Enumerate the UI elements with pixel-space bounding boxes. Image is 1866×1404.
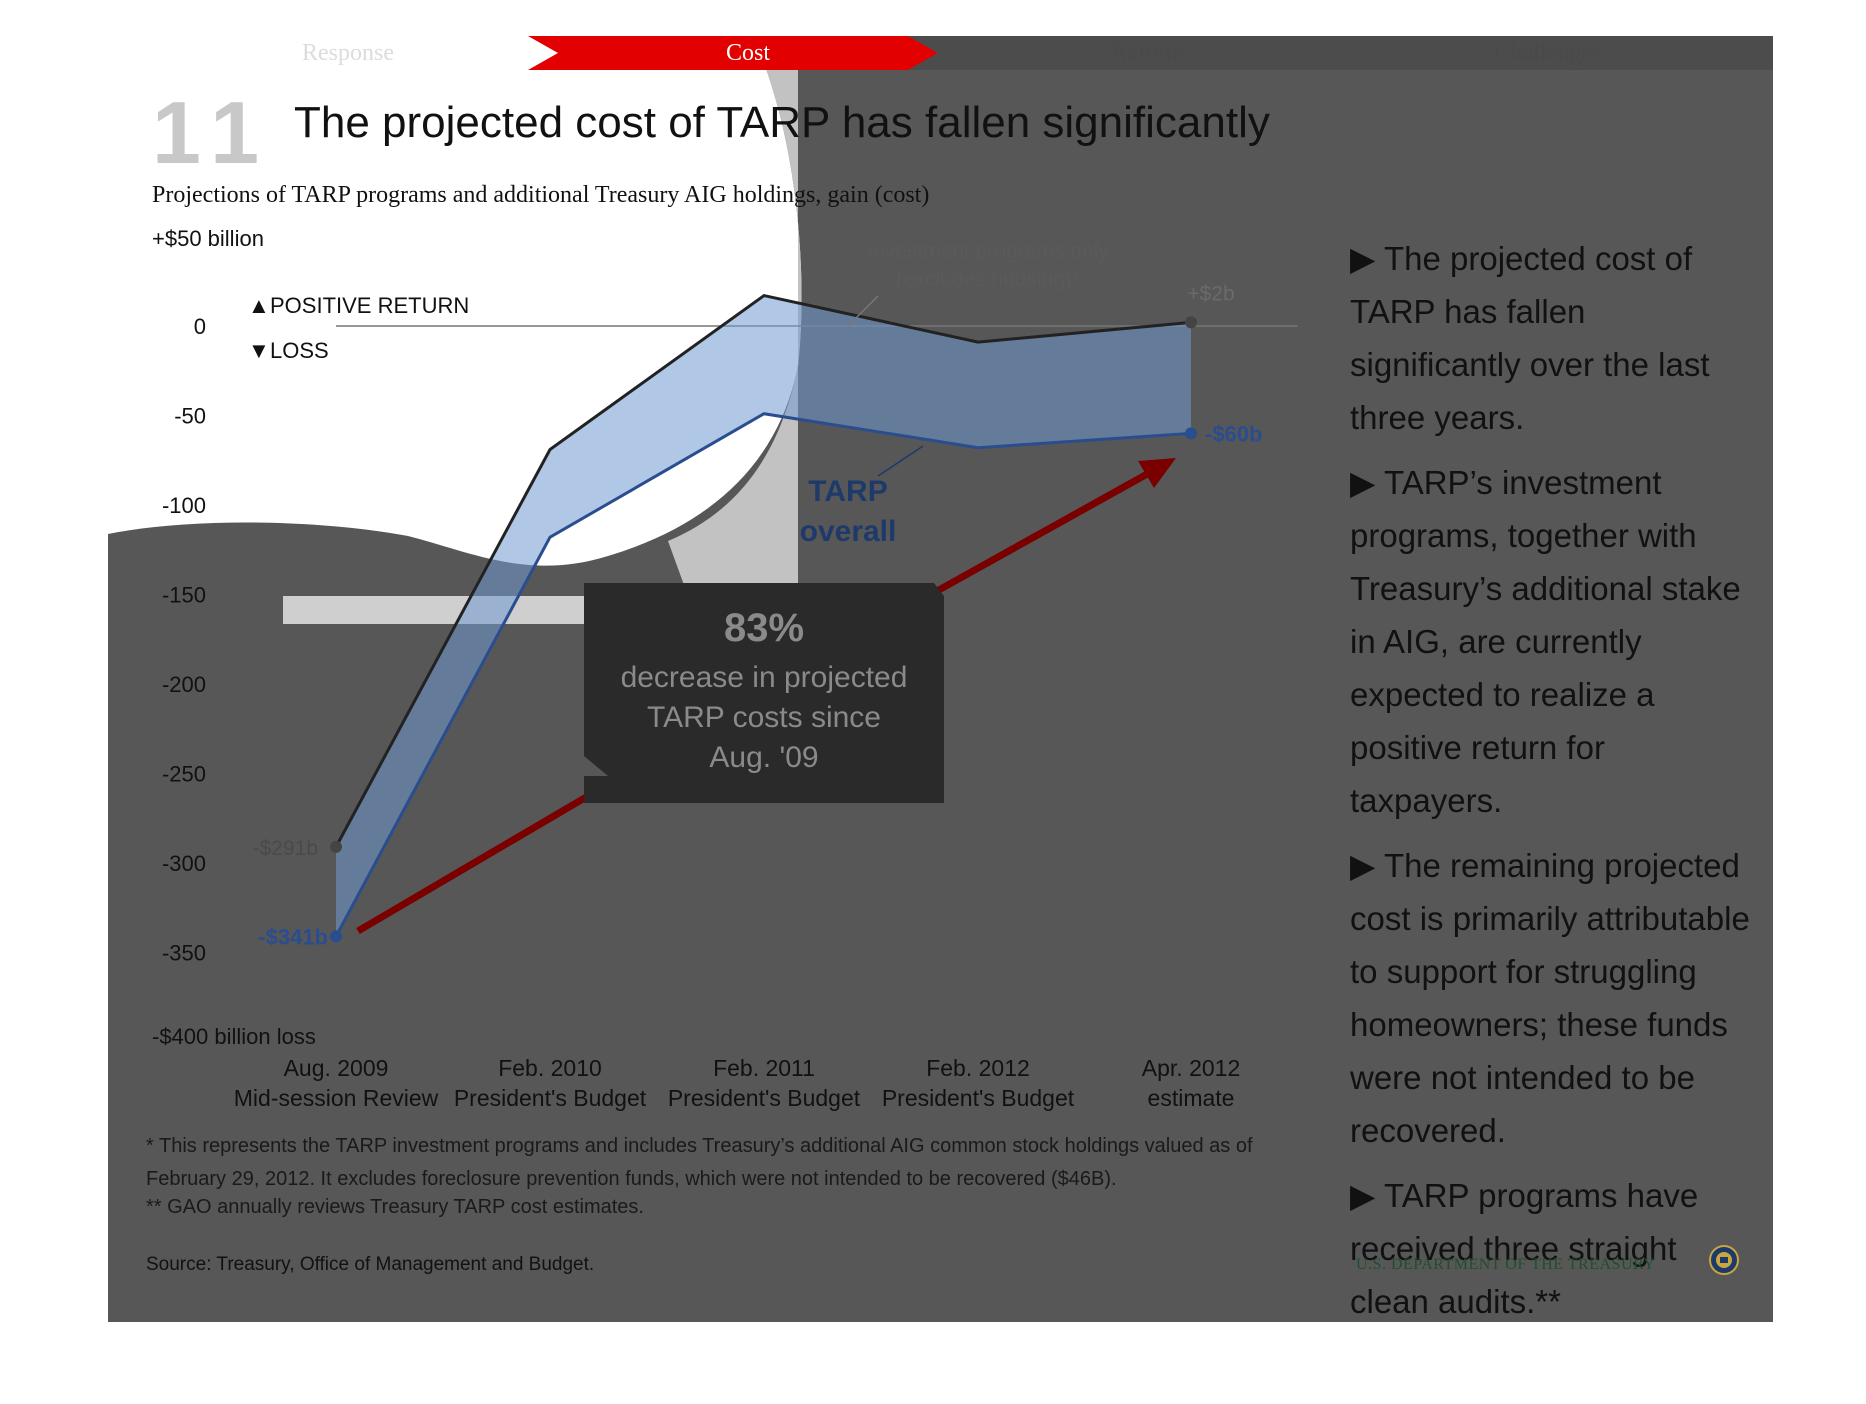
- nav-tab-reform[interactable]: Reform: [1111, 40, 1185, 66]
- loss-label: LOSS: [270, 338, 329, 363]
- x-tick-label: Feb. 2010: [498, 1055, 602, 1081]
- investment-label-pointer: [847, 295, 879, 327]
- y-tick-label: -300: [162, 851, 206, 876]
- callout-text-line3: Aug. '09: [709, 741, 819, 774]
- y-tick-label: -350: [162, 941, 206, 966]
- chart: +$50 billion -$400 billion loss 0 -50 -100…: [152, 226, 1298, 1111]
- point-investment-end: [1185, 316, 1197, 329]
- footnote-gao: ** GAO annually reviews Treasury TARP co…: [146, 1196, 644, 1218]
- footnote-primary: * This represents the TARP investment pr…: [146, 1135, 1253, 1190]
- data-label-tarp-start: -$341b: [258, 924, 328, 949]
- x-tick-label: Mid-session Review: [234, 1085, 439, 1111]
- y-tick-label: -100: [162, 493, 206, 518]
- play-arrow-icon: ▶: [1350, 240, 1376, 277]
- callout-text-line1: decrease in projected: [620, 661, 908, 694]
- key-point: ▶ The projected cost of TARP has fallen s…: [1350, 232, 1750, 444]
- x-tick-label: President's Budget: [454, 1085, 647, 1111]
- trend-arrow-upper: [926, 464, 1160, 600]
- y-tick-label: -150: [162, 583, 206, 608]
- data-label-investment-start: -$291b: [253, 837, 318, 860]
- positive-return-icon: ▲: [248, 293, 270, 318]
- play-arrow-icon: ▶: [1350, 464, 1376, 501]
- x-tick-label: Feb. 2012: [926, 1055, 1030, 1081]
- callout-percentage: 83%: [723, 606, 805, 650]
- chart-subtitle: Projections of TARP programs and additio…: [152, 182, 930, 208]
- positive-return-label: POSITIVE RETURN: [270, 293, 469, 318]
- trend-arrow-lower: [356, 792, 590, 935]
- y-axis-bottom-label: -$400 billion loss: [152, 1024, 316, 1049]
- play-arrow-icon: ▶: [1350, 847, 1376, 884]
- y-tick-label: 0: [194, 314, 206, 339]
- data-label-investment-end: +$2b: [1187, 282, 1234, 305]
- x-axis-labels: Aug. 2009 Mid-session Review Feb. 2010 Pres…: [234, 1055, 1240, 1111]
- y-axis-top-label: +$50 billion: [152, 226, 264, 251]
- key-point: ▶ TARP’s investment programs, together wi…: [1350, 456, 1750, 827]
- tarp-label-pointer: [877, 445, 924, 477]
- slide-title: The projected cost of TARP has fallen si…: [294, 98, 1270, 147]
- y-tick-label: -250: [162, 762, 206, 787]
- series-investment-line: [334, 293, 1192, 848]
- source-note: Source: Treasury, Office of Management a…: [146, 1254, 595, 1275]
- key-point: ▶ TARP programs have received three strai…: [1350, 1169, 1750, 1322]
- slide: Response Cost Reform Challenges 11 The p…: [108, 36, 1773, 1322]
- x-tick-label: Apr. 2012: [1142, 1055, 1240, 1081]
- x-tick-label: Feb. 2011: [713, 1055, 815, 1081]
- nav-active-indicator: [528, 36, 938, 70]
- key-point: ▶ The remaining projected cost is primari…: [1350, 839, 1750, 1157]
- play-arrow-icon: ▶: [1350, 1177, 1376, 1214]
- tarp-series-label-line1: TARP: [808, 475, 887, 508]
- tarp-series-label-line2: overall: [800, 515, 897, 548]
- nav-tab-cost[interactable]: Cost: [725, 40, 770, 66]
- point-investment-start: [330, 840, 342, 853]
- investment-series-label-line2: (excludes housing)*: [896, 268, 1080, 291]
- slide-number: 11: [152, 83, 274, 182]
- series-points: [330, 316, 1197, 943]
- y-tick-label: -200: [162, 672, 206, 697]
- y-tick-label: -50: [174, 404, 206, 429]
- treasury-branding: U.S. DEPARTMENT OF THE TREASURY: [1356, 1256, 1656, 1273]
- x-tick-label: President's Budget: [882, 1085, 1075, 1111]
- treasury-seal-icon: [1709, 1245, 1739, 1275]
- section-nav: Response Cost Reform Challenges: [108, 36, 1773, 70]
- nav-tab-challenges[interactable]: Challenges: [1494, 40, 1602, 66]
- investment-series-label-line1: Investment programs only: [867, 240, 1109, 263]
- callout-box: [584, 583, 944, 803]
- trend-arrowhead: [1138, 458, 1176, 488]
- series-tarp-line: [334, 412, 1192, 938]
- x-tick-label: Aug. 2009: [284, 1055, 389, 1081]
- x-tick-label: President's Budget: [668, 1085, 861, 1111]
- point-tarp-start: [330, 930, 342, 943]
- series-band: [336, 295, 1191, 937]
- nav-tab-response[interactable]: Response: [302, 40, 394, 66]
- loss-icon: ▼: [248, 338, 270, 363]
- x-tick-label: estimate: [1148, 1085, 1235, 1111]
- key-points-list: ▶ The projected cost of TARP has fallen s…: [1350, 232, 1750, 1322]
- data-label-tarp-end: -$60b: [1205, 421, 1262, 446]
- callout-text-line2: TARP costs since: [647, 701, 881, 734]
- point-tarp-end: [1185, 427, 1197, 440]
- callout-description: decrease in projected TARP costs since A…: [584, 658, 944, 778]
- y-axis-ticks: 0 -50 -100 -150 -200 -250 -300 -350: [162, 314, 206, 966]
